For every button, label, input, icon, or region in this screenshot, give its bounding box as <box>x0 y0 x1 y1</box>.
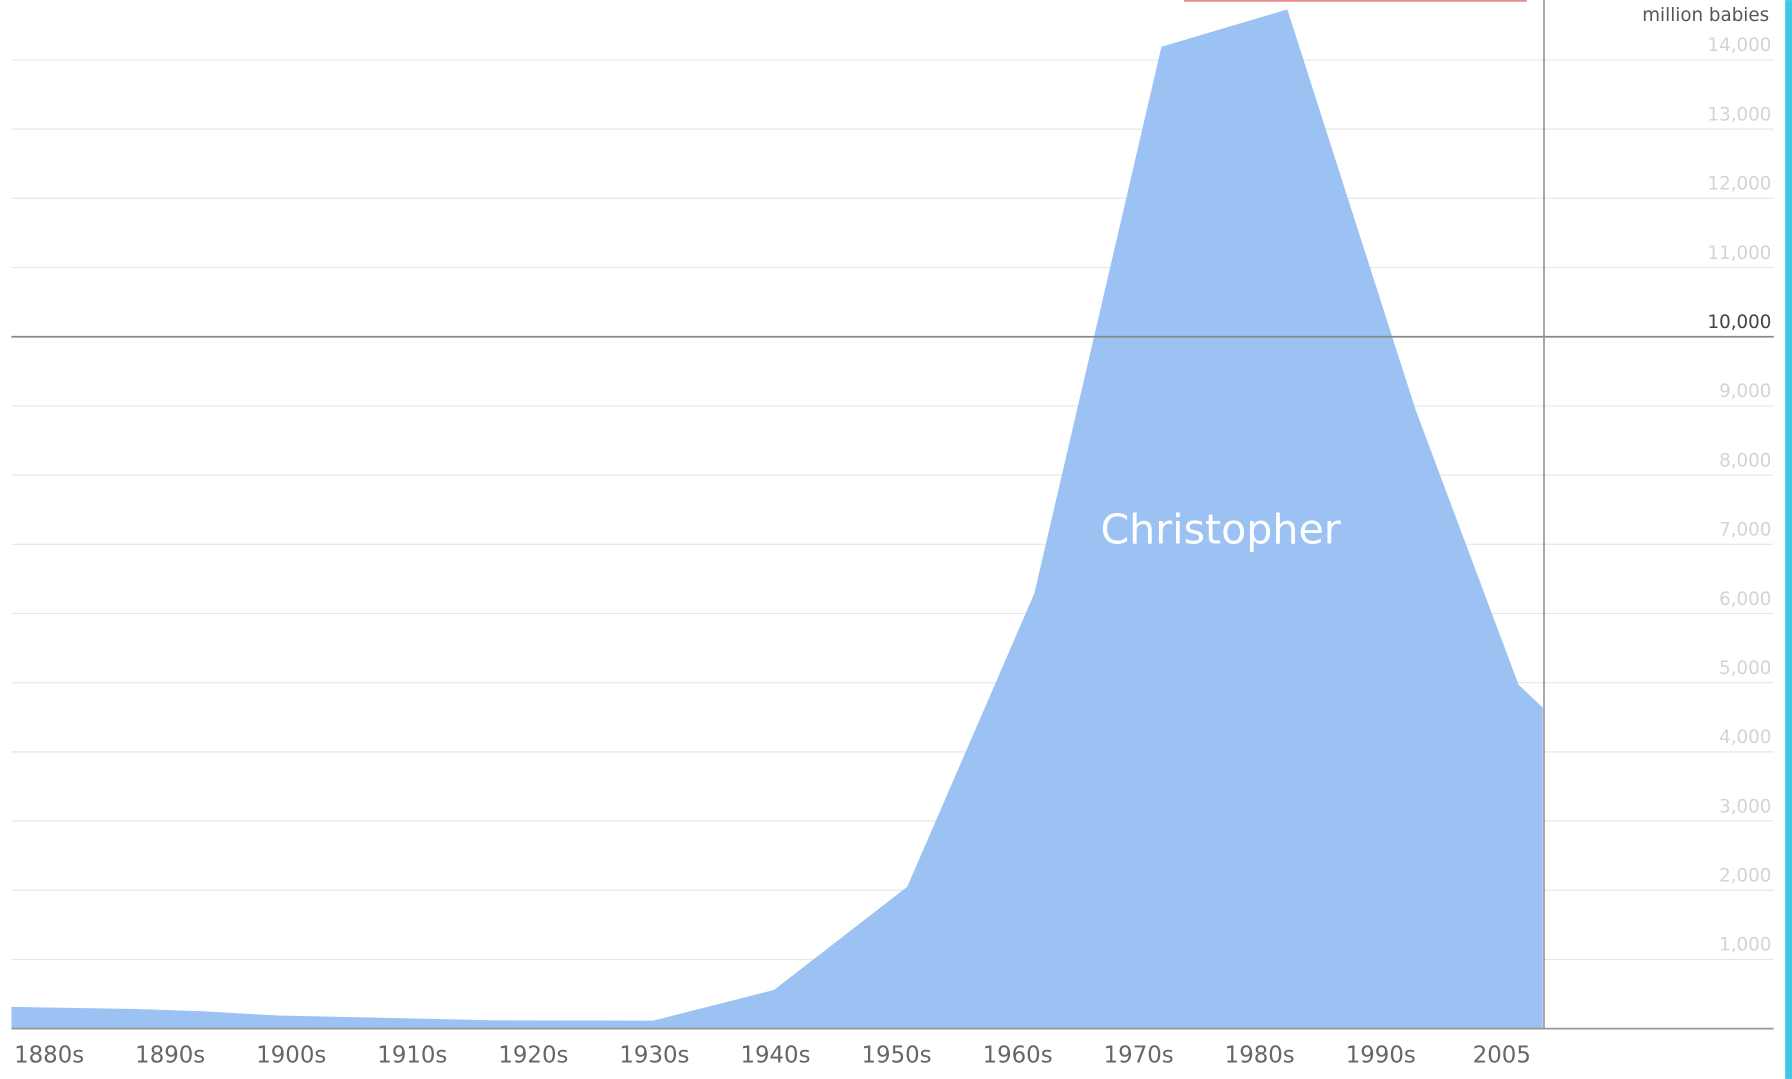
x-tick-label: 1990s <box>1346 1043 1416 1069</box>
x-tick-label: 1910s <box>377 1043 447 1069</box>
x-tick-label: 1890s <box>135 1043 205 1069</box>
x-tick-label: 1930s <box>619 1043 689 1069</box>
y-tick-label: 5,000 <box>1719 658 1771 679</box>
x-tick-label: 1920s <box>498 1043 568 1069</box>
x-tick-label: 1980s <box>1225 1043 1295 1069</box>
y-tick-label: 14,000 <box>1708 35 1772 56</box>
y-tick-label: 13,000 <box>1708 104 1772 125</box>
x-tick-label: 1940s <box>740 1043 810 1069</box>
y-unit-label: million babies <box>1642 5 1769 26</box>
window-edge <box>1785 0 1792 1079</box>
x-tick-label: 1880s <box>14 1043 84 1069</box>
x-tick-label: 1950s <box>862 1043 932 1069</box>
area <box>11 9 1543 1029</box>
y-tick-label: 6,000 <box>1719 589 1771 610</box>
y-tick-label: 3,000 <box>1719 796 1771 817</box>
y-tick-label: 12,000 <box>1708 174 1772 195</box>
y-tick-label: 1,000 <box>1719 935 1771 956</box>
x-tick-label: 1970s <box>1104 1043 1174 1069</box>
y-tick-label: 2,000 <box>1719 866 1771 887</box>
x-tick-label: 2005 <box>1473 1043 1531 1069</box>
x-tick-label: 1960s <box>983 1043 1053 1069</box>
x-tick-label: 1900s <box>256 1043 326 1069</box>
y-tick-label: 7,000 <box>1719 520 1771 541</box>
y-tick-label: 9,000 <box>1719 381 1771 402</box>
y-tick-label: 11,000 <box>1708 243 1772 264</box>
y-tick-label: 8,000 <box>1719 450 1771 471</box>
series-label: Christopher <box>1100 506 1340 554</box>
y-tick-label: 10,000 <box>1708 312 1772 333</box>
y-tick-label: 4,000 <box>1719 727 1771 748</box>
